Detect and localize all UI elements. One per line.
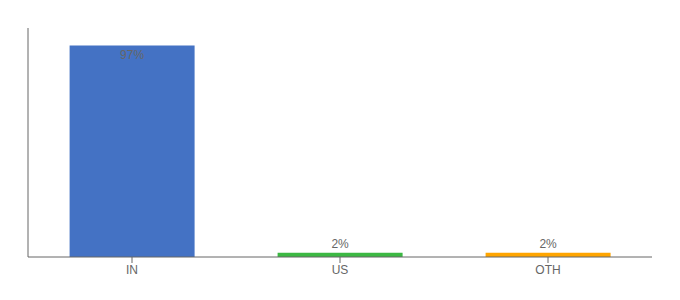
svg-text:2%: 2% xyxy=(539,237,557,251)
svg-text:OTH: OTH xyxy=(535,263,560,277)
svg-text:2%: 2% xyxy=(331,237,349,251)
svg-text:US: US xyxy=(332,263,349,277)
svg-text:IN: IN xyxy=(126,263,138,277)
svg-text:97%: 97% xyxy=(120,48,144,62)
